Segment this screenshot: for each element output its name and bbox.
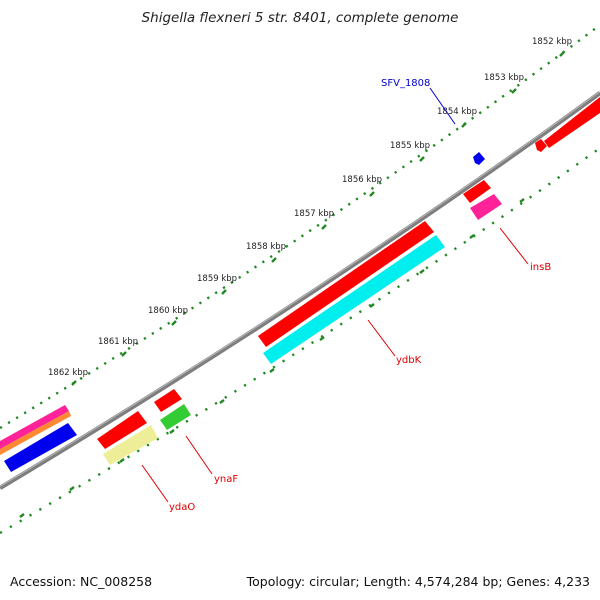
gene-ynaf: [160, 404, 191, 430]
outer-major-ticks: [71, 51, 565, 386]
gene-red-small-arrow: [535, 139, 547, 152]
gene-ydbk: [263, 235, 445, 364]
tick-label: 1862 kbp: [48, 368, 88, 378]
gene-ydao: [103, 425, 158, 465]
gene-insb: [470, 194, 502, 220]
genome-backbone: [0, 91, 600, 490]
genome-summary-text: Topology: circular; Length: 4,574,284 bp…: [246, 574, 590, 589]
gene-sfv-1808: [473, 152, 485, 165]
tick-label: 1854 kbp: [437, 107, 477, 117]
inner-strand-genes: [4, 194, 502, 472]
tick-label: 1861 kbp: [98, 337, 138, 347]
leader-lines: [141, 87, 529, 503]
gene-red-ydao: [97, 411, 147, 449]
outer-strand-genes: [0, 97, 600, 455]
tick-label: 1856 kbp: [342, 175, 382, 185]
gene-red-long: [258, 221, 434, 347]
tick-label: 1859 kbp: [197, 274, 237, 284]
tick-label: 1852 kbp: [532, 37, 572, 47]
tick-label: 1857 kbp: [294, 209, 334, 219]
outer-scale-ring: [0, 24, 600, 430]
gene-label-ynaf: ynaF: [214, 474, 238, 485]
backbone-highlight: [0, 91, 600, 487]
tick-label: 1853 kbp: [484, 73, 524, 83]
gene-magenta-left: [0, 405, 69, 449]
gene-label-ydao: ydaO: [169, 502, 195, 513]
tick-label: 1855 kbp: [390, 141, 430, 151]
tick-label: 1860 kbp: [148, 306, 188, 316]
gene-red-topright: [544, 97, 600, 148]
gene-label-insb: insB: [530, 262, 551, 273]
tick-label: 1858 kbp: [246, 242, 286, 252]
map-title: Shigella flexneri 5 str. 8401, complete …: [141, 10, 459, 26]
inner-major-ticks: [19, 198, 525, 518]
accession-text: Accession: NC_008258: [10, 574, 153, 589]
gene-blue-left: [4, 423, 77, 472]
gene-red-insb: [463, 180, 491, 203]
tick-labels: 1852 kbp 1853 kbp 1854 kbp 1855 kbp 1856 kbp…: [48, 37, 572, 378]
gene-label-ydbk: ydbK: [396, 355, 422, 366]
gene-orange-left: [0, 411, 71, 455]
gene-label-sfv-1808: SFV_1808: [381, 78, 430, 89]
gene-red-ynaf: [154, 389, 182, 412]
